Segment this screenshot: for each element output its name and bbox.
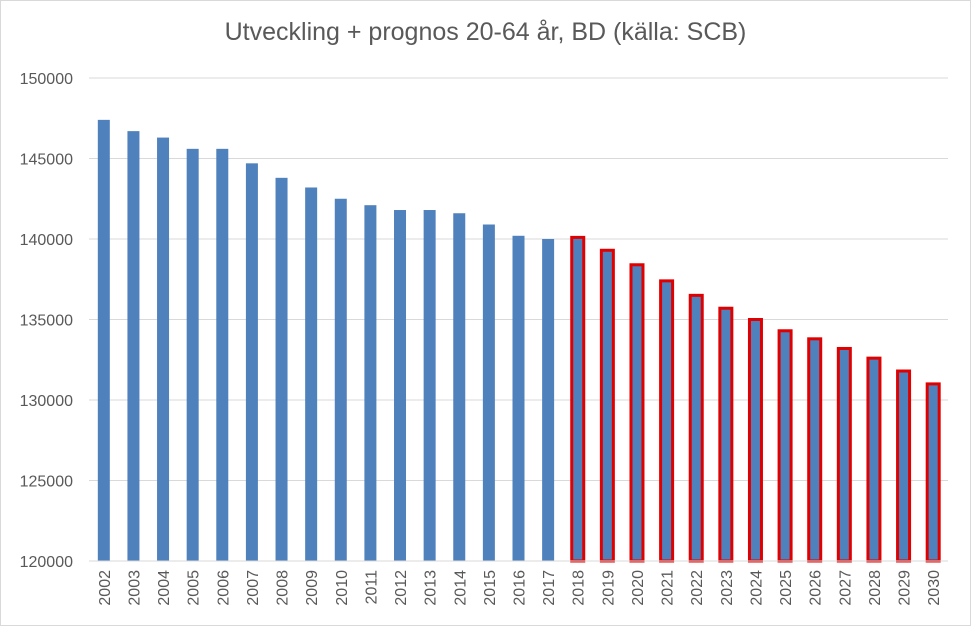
- bar-2012: [394, 210, 407, 561]
- bar-2014: [453, 213, 466, 562]
- x-tick-label: 2016: [512, 570, 529, 606]
- bar-forecast-2021: [659, 279, 675, 563]
- bar-2016: [512, 235, 525, 561]
- x-tick-label: 2011: [363, 570, 380, 605]
- bar-2009: [305, 187, 318, 562]
- x-tick-label: 2007: [245, 570, 262, 606]
- x-tick-label: 2021: [660, 570, 677, 606]
- x-tick-label: 2025: [778, 570, 795, 606]
- x-tick-label: 2003: [126, 570, 143, 606]
- x-tick-label: 2024: [748, 570, 765, 606]
- x-tick-label: 2010: [334, 570, 351, 606]
- bar-2002: [97, 119, 110, 562]
- bar-forecast-2029: [896, 369, 912, 563]
- bar-forecast-2025: [777, 329, 793, 563]
- bar-forecast-2020: [629, 263, 645, 563]
- bar-forecast-2027: [836, 346, 852, 563]
- x-tick-label: 2029: [897, 570, 914, 606]
- x-tick-label: 2018: [571, 570, 588, 606]
- x-tick-label: 2009: [304, 570, 321, 606]
- y-tick-label: 150000: [20, 71, 73, 88]
- x-tick-label: 2030: [926, 570, 943, 606]
- bar-2010: [334, 198, 347, 561]
- x-tick-label: 2013: [423, 570, 440, 606]
- x-tick-label: 2022: [689, 570, 706, 606]
- bar-forecast-2019: [599, 248, 615, 563]
- bar-2017: [542, 239, 555, 561]
- x-tick-label: 2027: [837, 570, 854, 606]
- bar-2011: [364, 205, 377, 561]
- x-tick-label: 2014: [452, 570, 469, 606]
- bar-2003: [127, 131, 140, 561]
- x-tick-label: 2028: [867, 570, 884, 606]
- x-tick-label: 2006: [215, 570, 232, 606]
- bar-2004: [157, 137, 170, 561]
- x-tick-label: 2008: [275, 570, 292, 606]
- bar-2006: [216, 148, 229, 561]
- x-tick-label: 2019: [600, 570, 617, 606]
- x-tick-label: 2017: [541, 570, 558, 606]
- x-tick-label: 2026: [808, 570, 825, 606]
- bar-2008: [275, 177, 288, 561]
- bar-forecast-2028: [866, 356, 882, 563]
- bar-forecast-2026: [807, 337, 823, 563]
- bar-2005: [186, 148, 199, 561]
- bar-forecast-2030: [925, 382, 941, 563]
- bar-2015: [482, 224, 495, 561]
- x-tick-label: 2002: [97, 570, 114, 606]
- chart-title: Utveckling + prognos 20-64 år, BD (källa…: [224, 18, 747, 46]
- x-tick-label: 2015: [482, 570, 499, 606]
- y-tick-label: 135000: [20, 313, 73, 330]
- x-tick-label: 2023: [719, 570, 736, 606]
- y-tick-label: 125000: [20, 474, 73, 491]
- x-tick-label: 2005: [186, 570, 203, 606]
- y-tick-label: 140000: [20, 232, 73, 249]
- bar-2013: [423, 210, 436, 561]
- x-tick-label: 2004: [156, 570, 173, 606]
- y-tick-label: 145000: [20, 152, 73, 169]
- x-tick-label: 2020: [630, 570, 647, 606]
- x-tick-label: 2012: [393, 570, 410, 606]
- bar-forecast-2024: [747, 318, 763, 563]
- y-tick-label: 120000: [20, 554, 73, 571]
- bar-forecast-2022: [688, 293, 704, 563]
- bar-forecast-2023: [718, 306, 734, 563]
- bar-forecast-2018: [570, 235, 586, 563]
- bar-2007: [245, 163, 258, 561]
- y-tick-label: 130000: [20, 393, 73, 410]
